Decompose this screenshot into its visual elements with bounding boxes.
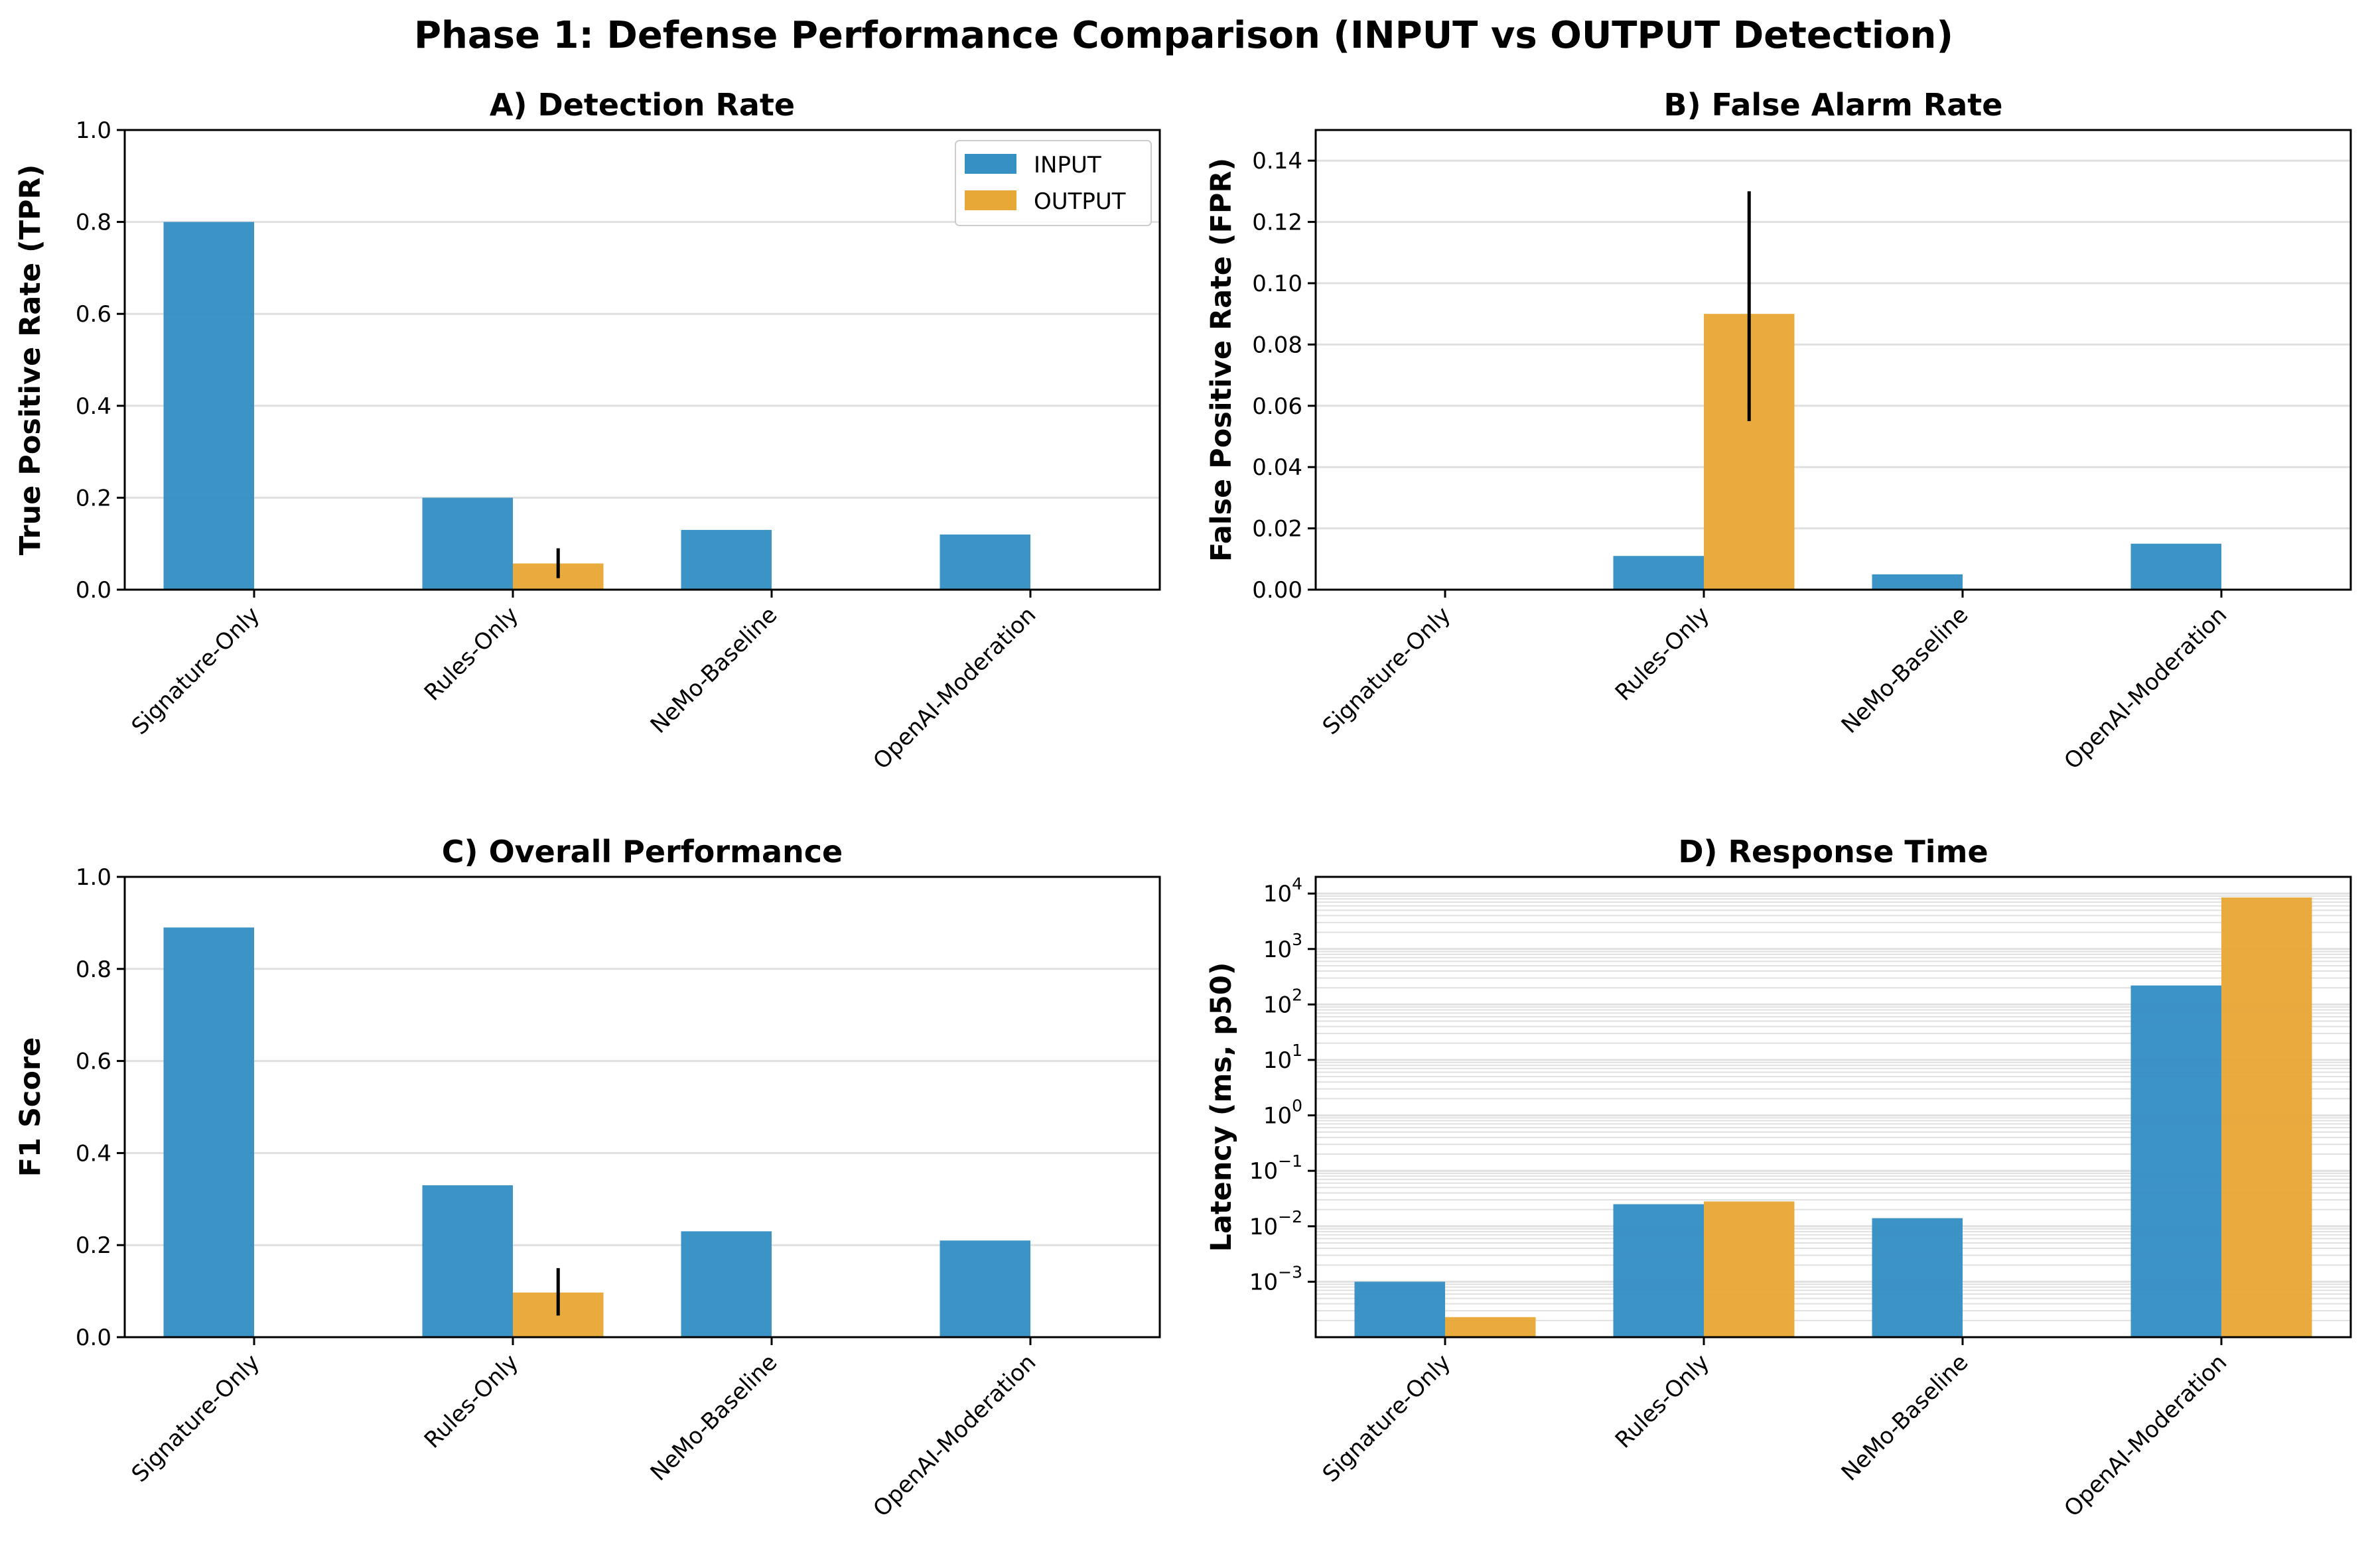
y-axis-label: F1 Score: [14, 1037, 47, 1177]
bar-input-signature-only: [163, 222, 254, 590]
y-tick-label: 0.8: [76, 210, 111, 236]
panel-title: D) Response Time: [1678, 834, 1988, 870]
y-tick-label: 0.2: [76, 485, 111, 511]
bar-output-signature-only: [1445, 1317, 1536, 1337]
y-tick-label: 0.6: [76, 1049, 111, 1075]
x-tick-label: Rules-Only: [1610, 602, 1715, 706]
bar-input-nemo-baseline: [1872, 1218, 1963, 1337]
y-tick-label: 100: [1263, 1096, 1302, 1130]
y-tick-label: 102: [1263, 985, 1302, 1018]
bar-output-rules-only: [1704, 1201, 1795, 1337]
y-tick-label: 104: [1263, 874, 1302, 907]
x-tick-label: NeMo-Baseline: [1837, 1349, 1974, 1486]
y-tick-label: 0.4: [76, 393, 111, 420]
y-tick-label: 0.08: [1252, 332, 1302, 358]
y-tick-exponent: 4: [1292, 874, 1302, 893]
y-tick-label: 0.0: [76, 577, 111, 604]
bar-input-rules-only: [422, 497, 513, 590]
x-tick-label: OpenAI-Moderation: [868, 602, 1041, 775]
legend-swatch-output: [965, 190, 1016, 210]
y-tick-label: 0.8: [76, 956, 111, 983]
x-tick-label: Rules-Only: [419, 602, 524, 706]
y-tick-label: 10−2: [1249, 1207, 1302, 1240]
y-tick-exponent: −2: [1278, 1207, 1302, 1226]
y-tick-label: 103: [1263, 930, 1302, 963]
y-tick-label: 0.2: [76, 1232, 111, 1259]
bar-input-openai-moderation: [2130, 543, 2221, 590]
plot-frame: [1314, 129, 2352, 591]
y-axis-label: True Positive Rate (TPR): [14, 164, 47, 556]
bar-input-nemo-baseline: [681, 529, 772, 590]
plot-frame: [123, 876, 1161, 1339]
y-tick-label: 0.04: [1252, 454, 1302, 481]
y-tick-label: 0.0: [76, 1325, 111, 1351]
y-tick-label: 0.14: [1252, 148, 1302, 174]
y-tick-label: 1.0: [76, 864, 111, 891]
bar-input-openai-moderation: [940, 534, 1030, 590]
panel-c: 0.0 0.2 0.4 0.6 0.8 1.0 Signature-Only Rules-On…: [14, 834, 1161, 1522]
y-tick-label: 1.0: [76, 117, 111, 144]
y-tick-label: 0.06: [1252, 393, 1302, 420]
bar-input-rules-only: [1613, 1204, 1704, 1337]
legend-swatch-input: [965, 154, 1016, 174]
plot-frame: [123, 129, 1161, 591]
y-tick-label: 101: [1263, 1041, 1302, 1074]
legend-label-input: INPUT: [1034, 152, 1101, 178]
bar-input-nemo-baseline: [1872, 574, 1963, 590]
plot-frame: [1314, 876, 2352, 1339]
x-tick-label: Signature-Only: [1318, 602, 1456, 740]
y-tick-exponent: −3: [1278, 1262, 1302, 1281]
x-tick-label: OpenAI-Moderation: [2059, 1349, 2232, 1522]
legend-label-output: OUTPUT: [1034, 188, 1126, 215]
x-tick-label: Signature-Only: [127, 1349, 265, 1488]
bar-input-openai-moderation: [940, 1240, 1030, 1337]
legend: INPUT OUTPUT: [955, 140, 1152, 226]
panel-b: 0.00 0.02 0.04 0.06 0.08 0.10 0.12 0.14 Signatur…: [1205, 87, 2352, 775]
y-axis-label: Latency (ms, p50): [1205, 962, 1238, 1252]
bar-input-rules-only: [422, 1185, 513, 1337]
y-tick-label: 10−3: [1249, 1262, 1302, 1295]
panel-title: C) Overall Performance: [442, 834, 843, 870]
panel-title: A) Detection Rate: [490, 87, 795, 123]
y-tick-label: 10−1: [1249, 1151, 1302, 1185]
x-tick-label: OpenAI-Moderation: [2059, 602, 2232, 775]
y-tick-exponent: 2: [1292, 985, 1302, 1004]
x-tick-label: Signature-Only: [1318, 1349, 1456, 1488]
y-tick-exponent: 0: [1292, 1096, 1302, 1116]
x-tick-label: NeMo-Baseline: [646, 602, 783, 739]
y-axis-label: False Positive Rate (FPR): [1205, 158, 1238, 562]
x-tick-label: NeMo-Baseline: [646, 1349, 783, 1486]
y-tick-label: 0.02: [1252, 516, 1302, 543]
bar-output-openai-moderation: [2221, 897, 2312, 1337]
y-tick-label: 0.4: [76, 1140, 111, 1167]
y-tick-exponent: 3: [1292, 930, 1302, 949]
figure-title: Phase 1: Defense Performance Comparison …: [414, 14, 1953, 57]
x-tick-label: OpenAI-Moderation: [868, 1349, 1041, 1522]
y-tick-label: 0.12: [1252, 210, 1302, 236]
panel-title: B) False Alarm Rate: [1664, 87, 2003, 123]
y-tick-label: 0.6: [76, 301, 111, 328]
panel-a: 0.0 0.2 0.4 0.6 0.8 1.0 Signature-Only Rules-On…: [14, 87, 1161, 775]
y-tick-label: 0.10: [1252, 271, 1302, 297]
y-tick-exponent: −1: [1278, 1151, 1302, 1171]
bar-input-signature-only: [163, 927, 254, 1337]
panel-d: 10−310−210−1100101102103104Signature-Onl…: [1205, 834, 2352, 1522]
y-tick-label: 0.00: [1252, 577, 1302, 604]
x-tick-label: Rules-Only: [1610, 1349, 1715, 1454]
y-tick-exponent: 1: [1292, 1041, 1302, 1060]
bar-input-nemo-baseline: [681, 1231, 772, 1337]
bar-input-openai-moderation: [2130, 985, 2221, 1337]
x-tick-label: Signature-Only: [127, 602, 265, 740]
x-tick-label: Rules-Only: [419, 1349, 524, 1454]
x-tick-label: NeMo-Baseline: [1837, 602, 1974, 739]
bar-input-rules-only: [1613, 556, 1704, 590]
bar-input-signature-only: [1354, 1281, 1445, 1337]
